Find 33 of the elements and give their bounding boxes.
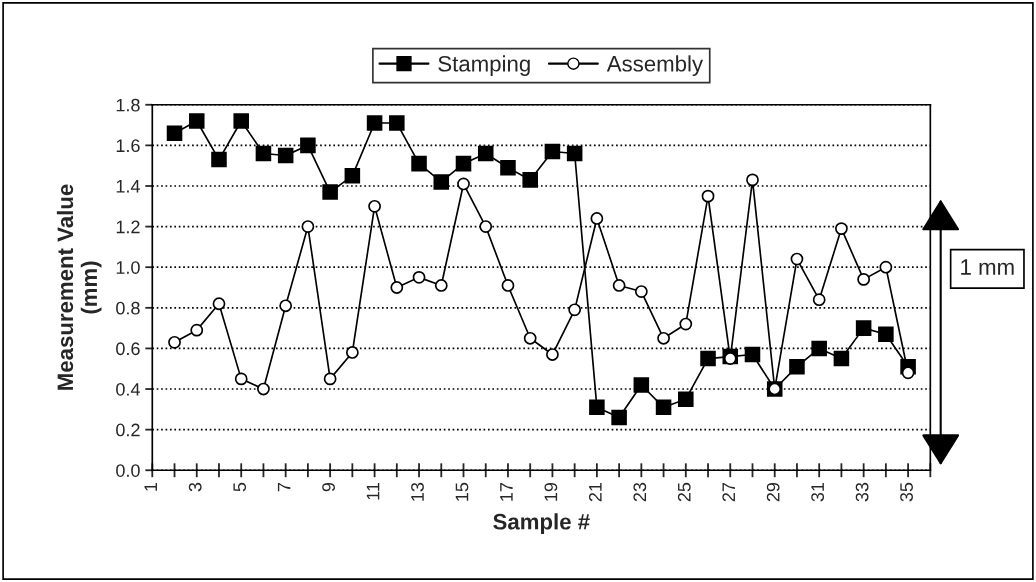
x-tick-label: 13 <box>411 482 424 501</box>
x-tick-label: 23 <box>633 482 647 502</box>
y-tick-label: 1.8 <box>116 98 140 112</box>
x-tick-label: 19 <box>544 482 558 501</box>
x-tick-label: 1 <box>144 482 157 491</box>
x-tick-label: 7 <box>277 482 291 492</box>
x-tick-label: 35 <box>900 482 913 502</box>
x-tick-label: 17 <box>500 482 513 501</box>
x-axis-title: Sample # <box>493 513 590 534</box>
text: 1 mm <box>961 259 1014 275</box>
legend-label: Assembly <box>606 55 704 77</box>
y-tick-label: 0.4 <box>116 382 140 396</box>
x-tick-label: 29 <box>766 482 780 502</box>
x-tick-label: 31 <box>811 482 825 502</box>
y-tick-label: 0.2 <box>116 423 140 437</box>
x-tick-label: 27 <box>722 482 735 502</box>
y-axis-title: Measurement Value (mm) <box>56 184 102 390</box>
legend-label: Stamping <box>438 55 530 77</box>
x-tick-label: 3 <box>188 482 202 492</box>
x-tick-label: 33 <box>855 482 869 502</box>
y-tick-label: 1.0 <box>116 261 140 274</box>
x-tick-label: 15 <box>455 482 469 501</box>
y-tick-label: 0.0 <box>116 464 140 477</box>
y-tick-label: 1.4 <box>116 180 140 193</box>
x-tick-label: 25 <box>677 482 691 502</box>
x-tick-label: 11 <box>366 482 380 500</box>
x-tick-label: 5 <box>233 482 247 492</box>
y-tick-label: 1.6 <box>116 139 140 153</box>
x-tick-label: 9 <box>322 482 335 492</box>
y-tick-label: 1.2 <box>116 220 140 234</box>
y-tick-label: 0.8 <box>116 301 140 315</box>
x-tick-label: 21 <box>588 482 602 502</box>
y-tick-label: 0.6 <box>116 342 140 356</box>
